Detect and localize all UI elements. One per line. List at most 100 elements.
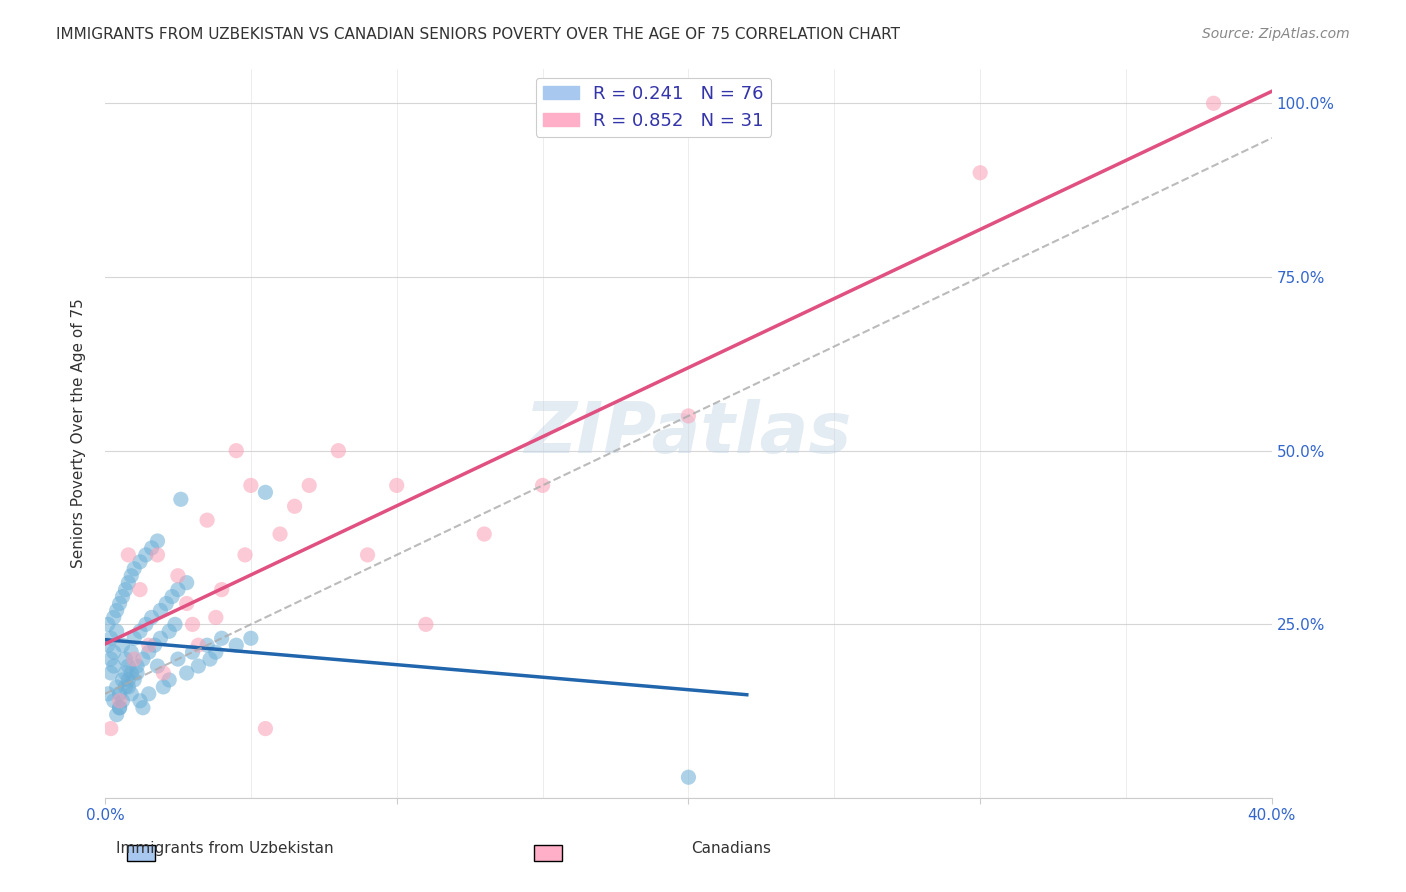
Point — [108, 694, 131, 708]
Point — [155, 597, 177, 611]
Point — [152, 680, 174, 694]
Point — [176, 665, 198, 680]
Point — [181, 617, 204, 632]
Point — [472, 527, 495, 541]
Point — [211, 632, 233, 646]
Point — [105, 603, 128, 617]
Point — [129, 555, 152, 569]
Legend: R = 0.241   N = 76, R = 0.852   N = 31: R = 0.241 N = 76, R = 0.852 N = 31 — [536, 78, 770, 137]
Point — [125, 659, 148, 673]
Point — [108, 687, 131, 701]
Point — [117, 680, 139, 694]
Point — [100, 665, 122, 680]
Point — [170, 492, 193, 507]
Point — [129, 582, 152, 597]
Point — [146, 533, 169, 548]
Point — [100, 722, 122, 736]
Point — [117, 659, 139, 673]
Point — [132, 700, 155, 714]
Point — [138, 687, 160, 701]
Point — [135, 548, 157, 562]
Point — [103, 610, 125, 624]
Point — [108, 700, 131, 714]
Point — [328, 443, 350, 458]
Point — [198, 652, 221, 666]
Text: ZIPatlas: ZIPatlas — [524, 399, 852, 467]
Point — [114, 680, 136, 694]
Point — [187, 638, 209, 652]
Point — [233, 548, 256, 562]
Point — [254, 722, 277, 736]
Point — [225, 443, 247, 458]
Point — [122, 652, 145, 666]
Point — [298, 478, 321, 492]
Point — [531, 478, 554, 492]
Point — [176, 597, 198, 611]
Point — [678, 409, 700, 423]
Point — [108, 700, 131, 714]
Point — [103, 659, 125, 673]
Point — [122, 632, 145, 646]
Point — [117, 575, 139, 590]
Point — [105, 624, 128, 639]
Point — [100, 632, 122, 646]
Point — [284, 500, 307, 514]
Point — [205, 610, 228, 624]
Point — [143, 638, 166, 652]
Point — [111, 638, 134, 652]
Point — [181, 645, 204, 659]
Point — [149, 603, 172, 617]
Point — [157, 673, 180, 687]
Point — [163, 617, 186, 632]
Point — [239, 632, 262, 646]
Point — [167, 582, 190, 597]
Text: Source: ZipAtlas.com: Source: ZipAtlas.com — [1202, 27, 1350, 41]
Point — [138, 645, 160, 659]
Point — [125, 665, 148, 680]
Point — [969, 166, 991, 180]
Point — [122, 562, 145, 576]
Point — [120, 568, 142, 582]
Point — [1202, 96, 1225, 111]
Point — [195, 513, 218, 527]
Point — [205, 645, 228, 659]
Point — [415, 617, 437, 632]
Text: IMMIGRANTS FROM UZBEKISTAN VS CANADIAN SENIORS POVERTY OVER THE AGE OF 75 CORREL: IMMIGRANTS FROM UZBEKISTAN VS CANADIAN S… — [56, 27, 900, 42]
Point — [211, 582, 233, 597]
Point — [108, 597, 131, 611]
Point — [117, 673, 139, 687]
Point — [103, 694, 125, 708]
Point — [195, 638, 218, 652]
Y-axis label: Seniors Poverty Over the Age of 75: Seniors Poverty Over the Age of 75 — [72, 299, 86, 568]
Point — [187, 659, 209, 673]
Point — [105, 680, 128, 694]
Point — [146, 548, 169, 562]
Point — [152, 665, 174, 680]
Point — [138, 638, 160, 652]
Point — [141, 541, 163, 555]
Point — [105, 707, 128, 722]
Point — [254, 485, 277, 500]
Point — [269, 527, 291, 541]
Point — [167, 652, 190, 666]
Point — [225, 638, 247, 652]
Point — [97, 638, 120, 652]
Point — [141, 610, 163, 624]
Point — [129, 624, 152, 639]
Point — [149, 632, 172, 646]
Point — [111, 673, 134, 687]
Point — [97, 687, 120, 701]
Point — [120, 645, 142, 659]
Point — [100, 652, 122, 666]
Point — [239, 478, 262, 492]
Point — [176, 575, 198, 590]
Point — [132, 652, 155, 666]
Point — [135, 617, 157, 632]
Text: Immigrants from Uzbekistan: Immigrants from Uzbekistan — [117, 841, 333, 856]
Point — [120, 665, 142, 680]
Point — [97, 617, 120, 632]
Point — [678, 770, 700, 784]
Point — [114, 665, 136, 680]
Point — [120, 687, 142, 701]
Point — [114, 652, 136, 666]
